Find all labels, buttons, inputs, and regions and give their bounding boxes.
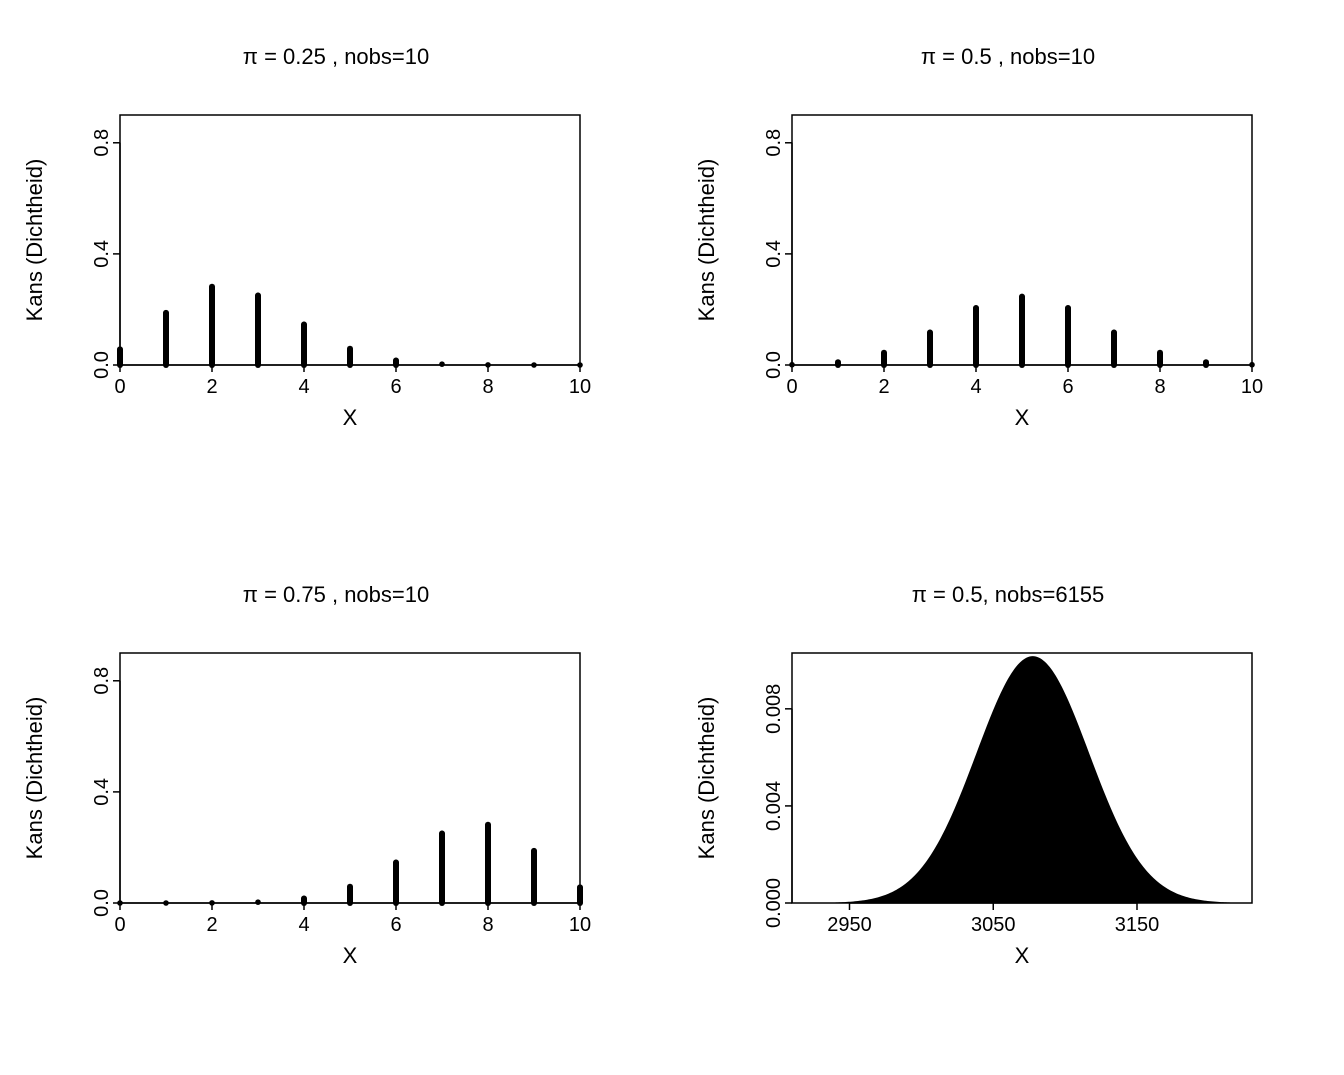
spike-dot bbox=[973, 305, 979, 311]
spike-dot bbox=[209, 284, 215, 290]
spike-dot bbox=[1157, 350, 1163, 356]
y-tick-label: 0.004 bbox=[763, 780, 785, 830]
x-tick-label: 2 bbox=[878, 376, 889, 398]
spike-dot bbox=[255, 293, 261, 299]
x-axis-label: X bbox=[343, 405, 358, 430]
plot-box bbox=[120, 115, 580, 365]
y-tick-label: 0.4 bbox=[91, 777, 113, 805]
spike-dot bbox=[531, 848, 537, 854]
y-tick-label: 0.8 bbox=[763, 129, 785, 157]
x-tick-label: 8 bbox=[482, 914, 493, 936]
spike-dot bbox=[347, 883, 353, 889]
chart-panel: π = 0.5 , nobs=1002468100.00.40.8XKans (… bbox=[672, 0, 1344, 538]
x-tick-label: 3150 bbox=[1115, 914, 1160, 936]
spike-dot bbox=[835, 359, 841, 365]
spike-dot bbox=[393, 358, 399, 364]
x-tick-label: 0 bbox=[114, 914, 125, 936]
panel-svg: 0 2 4 6 8 10 0.0 0.4 0.8 X Kans (Dichtheid) bbox=[0, 0, 672, 538]
spike-dot bbox=[439, 830, 445, 836]
y-tick-label: 0.0 bbox=[91, 889, 113, 917]
y-tick-label: 0.000 bbox=[763, 877, 785, 927]
spike-dot bbox=[927, 330, 933, 336]
panel-svg: 0 2 4 6 8 10 0.0 0.4 0.8 X Kans (Dichtheid) bbox=[672, 0, 1344, 538]
chart-panel: π = 0.75 , nobs=1002468100.00.40.8XKans … bbox=[0, 538, 672, 1075]
spike-dot bbox=[301, 895, 307, 901]
y-tick-label: 0.0 bbox=[91, 351, 113, 379]
y-axis-label: Kans (Dichtheid) bbox=[694, 159, 719, 322]
x-tick-label: 6 bbox=[1062, 376, 1073, 398]
spike-dot bbox=[1111, 330, 1117, 336]
spike-dot bbox=[347, 346, 353, 352]
spike-dot bbox=[1203, 359, 1209, 365]
y-axis-label: Kans (Dichtheid) bbox=[694, 696, 719, 859]
spike-dot bbox=[485, 821, 491, 827]
x-tick-label: 8 bbox=[1154, 376, 1165, 398]
panel-svg: 2950 3050 3150 0.000 0.004 0.008 X Kans (Dichth… bbox=[672, 538, 1344, 1075]
x-tick-label: 4 bbox=[298, 914, 309, 936]
spike-dot bbox=[439, 361, 445, 367]
x-tick-label: 8 bbox=[482, 376, 493, 398]
y-axis-label: Kans (Dichtheid) bbox=[22, 159, 47, 322]
x-axis-label: X bbox=[1015, 405, 1030, 430]
x-tick-label: 2 bbox=[206, 376, 217, 398]
spike-dot bbox=[301, 322, 307, 328]
x-tick-label: 0 bbox=[114, 376, 125, 398]
x-tick-label: 4 bbox=[970, 376, 981, 398]
y-tick-label: 0.4 bbox=[91, 240, 113, 268]
y-axis-label: Kans (Dichtheid) bbox=[22, 696, 47, 859]
y-tick-label: 0.0 bbox=[763, 351, 785, 379]
x-tick-label: 3050 bbox=[971, 914, 1016, 936]
spike-dot bbox=[881, 350, 887, 356]
x-tick-label: 4 bbox=[298, 376, 309, 398]
chart-panel: π = 0.25 , nobs=1002468100.00.40.8XKans … bbox=[0, 0, 672, 538]
x-tick-label: 6 bbox=[390, 914, 401, 936]
plot-box bbox=[120, 653, 580, 903]
x-tick-label: 2950 bbox=[827, 914, 872, 936]
spike-dot bbox=[255, 899, 261, 905]
spike-dot bbox=[1065, 305, 1071, 311]
x-axis-label: X bbox=[343, 943, 358, 968]
spike-dot bbox=[163, 310, 169, 316]
spike-dot bbox=[393, 859, 399, 865]
x-tick-label: 10 bbox=[1241, 376, 1263, 398]
y-tick-label: 0.008 bbox=[763, 683, 785, 733]
y-tick-label: 0.8 bbox=[91, 666, 113, 694]
y-tick-label: 0.4 bbox=[763, 240, 785, 268]
density-curve bbox=[792, 656, 1252, 903]
x-axis-label: X bbox=[1015, 943, 1030, 968]
x-tick-label: 10 bbox=[569, 376, 591, 398]
spike-dot bbox=[1019, 294, 1025, 300]
panel-svg: 0 2 4 6 8 10 0.0 0.4 0.8 X Kans (Dichtheid) bbox=[0, 538, 672, 1075]
x-tick-label: 10 bbox=[569, 914, 591, 936]
y-tick-label: 0.8 bbox=[91, 129, 113, 157]
spike-dot bbox=[577, 884, 583, 890]
x-tick-label: 2 bbox=[206, 914, 217, 936]
chart-panel: π = 0.5, nobs=61552950305031500.0000.004… bbox=[672, 538, 1344, 1075]
x-tick-label: 6 bbox=[390, 376, 401, 398]
x-tick-label: 0 bbox=[786, 376, 797, 398]
